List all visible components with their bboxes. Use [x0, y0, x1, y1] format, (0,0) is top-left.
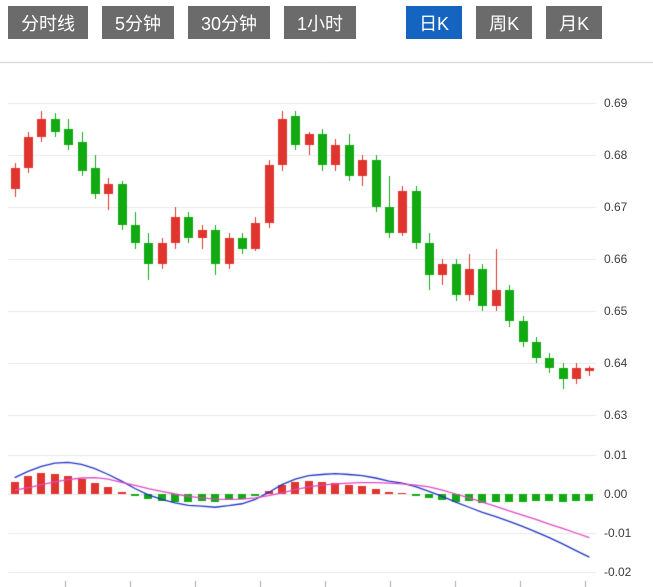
timeframe-button-weekly-k[interactable]: 周K	[476, 6, 533, 39]
timeframe-toolbar: 分时线 5分钟 30分钟 1小时 日K 周K 月K	[8, 6, 603, 39]
timeframe-button-minute-line[interactable]: 分时线	[8, 6, 88, 39]
timeframe-button-1hour[interactable]: 1小时	[284, 6, 357, 39]
timeframe-button-5min[interactable]: 5分钟	[102, 6, 175, 39]
timeframe-button-30min[interactable]: 30分钟	[188, 6, 271, 39]
timeframe-button-monthly-k[interactable]: 月K	[546, 6, 603, 39]
timeframe-button-daily-k[interactable]: 日K	[406, 6, 463, 39]
